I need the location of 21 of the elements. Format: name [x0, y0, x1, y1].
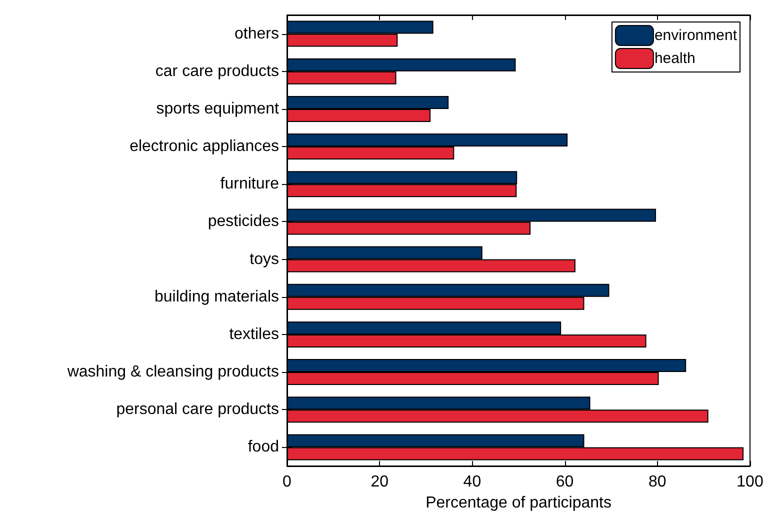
- y-tick-label: personal care products: [116, 401, 279, 418]
- y-tick-label: pesticides: [208, 213, 279, 230]
- y-tick-label: furniture: [220, 176, 280, 193]
- y-tick-label: textiles: [229, 326, 279, 343]
- x-axis-title: Percentage of participants: [426, 494, 612, 512]
- legend-label: health: [654, 50, 696, 67]
- y-tick-label: car care products: [155, 62, 279, 80]
- legend-label: environment: [654, 27, 738, 44]
- x-tick-label: 20: [370, 474, 389, 490]
- y-tick-label: toys: [250, 250, 279, 268]
- x-tick-label: 0: [282, 474, 292, 490]
- x-tick-label: 60: [556, 474, 574, 490]
- x-tick-label: 80: [648, 474, 666, 490]
- y-tick-label: sports equipment: [156, 100, 280, 118]
- y-tick-label: food: [248, 438, 279, 456]
- x-tick-label: 40: [463, 474, 482, 490]
- y-tick-label: building materials: [154, 288, 279, 306]
- y-tick-label: washing & cleansing products: [66, 364, 279, 381]
- y-tick-label: others: [234, 25, 279, 42]
- y-tick-label: electronic appliances: [130, 138, 279, 156]
- x-tick-label: 100: [736, 474, 764, 490]
